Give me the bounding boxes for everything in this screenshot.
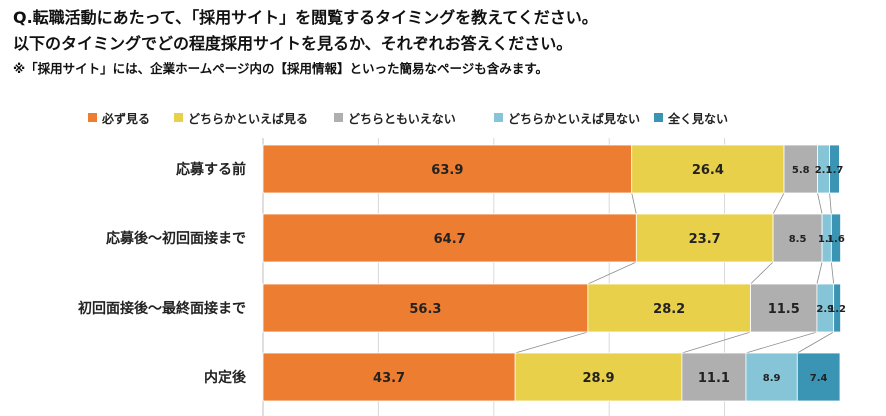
legend-swatch-4 xyxy=(494,113,503,122)
category-label-2: 応募後～初回面接まで xyxy=(106,230,246,247)
category-label-1: 応募する前 xyxy=(176,161,246,178)
bar-segment-4-4 xyxy=(745,352,798,402)
bar-segment-1-3 xyxy=(783,144,818,194)
data-label-3-5: 1.2 xyxy=(828,304,846,315)
data-label-2-5: 1.6 xyxy=(827,234,845,245)
legend-swatch-1 xyxy=(88,113,97,122)
bar-segment-1-5 xyxy=(829,144,840,194)
bar-segment-3-5 xyxy=(833,283,841,333)
series-connector-2-1 xyxy=(587,261,637,285)
data-label-2-1: 64.7 xyxy=(434,232,466,247)
bar-segment-1-2 xyxy=(631,144,785,194)
data-label-4-1: 43.7 xyxy=(373,371,405,386)
data-label-1-4: 2.1 xyxy=(815,165,833,176)
legend-swatch-5 xyxy=(654,113,663,122)
legend-label-1: 必ず見る xyxy=(102,112,151,126)
series-connector-3-1 xyxy=(515,331,588,354)
series-connector-3-4 xyxy=(797,331,834,354)
series-connector-1-4 xyxy=(829,192,832,215)
data-label-2-3: 8.5 xyxy=(789,234,807,245)
instruction-text: 以下のタイミングでどの程度採用サイトを見るか、それぞれお答えください。 xyxy=(13,34,573,53)
data-label-2-4: 1.6 xyxy=(818,234,836,245)
data-label-1-3: 5.8 xyxy=(792,165,810,176)
bar-segment-2-5 xyxy=(830,213,841,263)
bar-segment-2-2 xyxy=(635,213,774,263)
bar-segment-4-1 xyxy=(262,352,516,402)
legend-label-2: どちらかといえば見る xyxy=(188,112,309,126)
bar-segment-2-3 xyxy=(772,213,823,263)
data-label-3-4: 2.9 xyxy=(816,304,834,315)
note-text: ※「採用サイト」には、企業ホームページ内の【採用情報】といった簡易なページも含み… xyxy=(13,61,549,76)
legend-swatch-3 xyxy=(334,113,343,122)
data-label-3-3: 11.5 xyxy=(768,302,800,317)
series-connector-3-2 xyxy=(681,331,751,354)
bar-segment-4-5 xyxy=(796,352,841,402)
series-connector-2-3 xyxy=(816,261,823,285)
bar-segment-3-1 xyxy=(262,283,589,333)
data-label-3-1: 56.3 xyxy=(409,302,441,317)
series-connector-1-3 xyxy=(817,192,823,215)
bar-segment-2-1 xyxy=(262,213,637,263)
data-label-3-2: 28.2 xyxy=(653,302,685,317)
bar-segment-4-3 xyxy=(681,352,747,402)
data-label-4-2: 28.9 xyxy=(582,371,614,386)
bar-segment-1-1 xyxy=(262,144,633,194)
category-label-4: 内定後 xyxy=(204,369,247,386)
series-connector-1-1 xyxy=(631,192,637,215)
bar-segment-3-2 xyxy=(587,283,751,333)
category-label-3: 初回面接後～最終面接まで xyxy=(78,300,246,317)
series-connector-2-4 xyxy=(830,261,835,285)
legend-swatch-2 xyxy=(174,113,183,122)
data-label-4-5: 7.4 xyxy=(810,373,828,384)
data-label-1-5: 1.7 xyxy=(826,165,844,176)
data-label-4-3: 11.1 xyxy=(698,371,730,386)
data-label-1-1: 63.9 xyxy=(431,163,463,178)
legend-label-5: 全く見ない xyxy=(668,112,729,126)
bar-segment-3-3 xyxy=(750,283,818,333)
data-label-2-2: 23.7 xyxy=(689,232,721,247)
legend-label-3: どちらともいえない xyxy=(348,112,456,126)
series-connector-1-2 xyxy=(772,192,785,215)
data-label-4-4: 8.9 xyxy=(763,373,781,384)
legend-label-4: どちらかといえば見ない xyxy=(508,112,641,126)
question-text: Q.転職活動にあたって、「採用サイト」を閲覧するタイミングを教えてください。 xyxy=(13,8,598,27)
data-label-1-2: 26.4 xyxy=(692,163,724,178)
series-connector-2-2 xyxy=(750,261,774,285)
bar-segment-4-2 xyxy=(514,352,683,402)
series-connector-3-3 xyxy=(745,331,818,354)
